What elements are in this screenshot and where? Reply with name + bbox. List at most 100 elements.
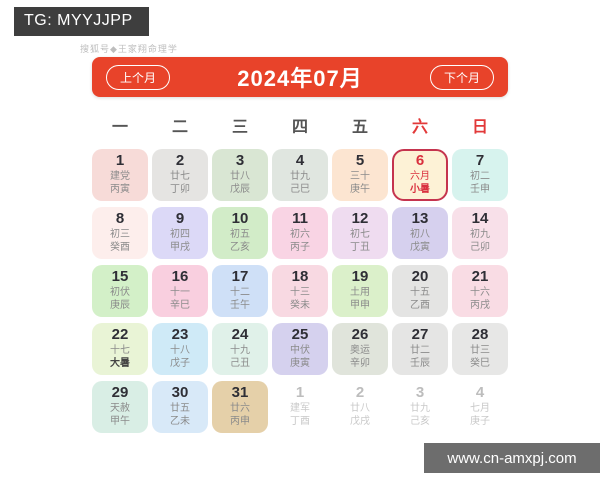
day-number: 15 bbox=[111, 268, 129, 285]
day-lunar-line2: 庚寅 bbox=[290, 358, 310, 369]
day-cell[interactable]: 17 十二 壬午 bbox=[212, 265, 268, 317]
day-cell[interactable]: 28 廿三 癸巳 bbox=[452, 323, 508, 375]
day-cell[interactable]: 30 廿五 乙未 bbox=[152, 381, 208, 433]
day-cell[interactable]: 4 廿九 己巳 bbox=[272, 149, 328, 201]
day-lunar-line2: 癸酉 bbox=[110, 242, 130, 253]
day-lunar-line1: 初二 bbox=[470, 171, 490, 182]
day-cell[interactable]: 19 土用 甲申 bbox=[332, 265, 388, 317]
day-number: 1 bbox=[295, 384, 305, 401]
day-lunar-line1: 七月 bbox=[470, 403, 490, 414]
day-cell[interactable]: 31 廿六 丙申 bbox=[212, 381, 268, 433]
day-lunar-line1: 十六 bbox=[470, 287, 490, 298]
day-lunar-line2: 小暑 bbox=[410, 184, 430, 195]
day-lunar-line2: 壬辰 bbox=[410, 358, 430, 369]
day-number: 16 bbox=[171, 268, 189, 285]
day-grid: 1 建党 丙寅 2 廿七 丁卯 3 廿八 戊辰 4 廿九 己巳 5 三十 庚午 6 六月 小暑 7 初二 壬申 8 初三 癸酉… bbox=[92, 149, 508, 433]
day-cell[interactable]: 2 廿八戊戌 bbox=[332, 381, 388, 433]
day-number: 28 bbox=[471, 326, 489, 343]
weekday-row: 一二三四五六日 bbox=[92, 113, 508, 137]
day-cell[interactable]: 1 建军 丁酉 bbox=[272, 381, 328, 433]
day-lunar-line1: 奥运 bbox=[350, 345, 370, 356]
day-lunar-line1: 十九 bbox=[230, 345, 250, 356]
day-cell[interactable]: 7 初二壬申 bbox=[452, 149, 508, 201]
day-lunar-line2: 乙亥 bbox=[230, 242, 250, 253]
day-cell[interactable]: 16 十一 辛巳 bbox=[152, 265, 208, 317]
day-lunar-line2: 乙酉 bbox=[410, 300, 430, 311]
day-number: 13 bbox=[411, 210, 429, 227]
day-lunar-line2: 戊子 bbox=[170, 358, 190, 369]
day-number: 6 bbox=[415, 152, 425, 169]
day-cell[interactable]: 22 十七 大暑 bbox=[92, 323, 148, 375]
day-number: 7 bbox=[475, 152, 485, 169]
day-cell[interactable]: 8 初三 癸酉 bbox=[92, 207, 148, 259]
day-cell[interactable]: 3 廿九 己亥 bbox=[392, 381, 448, 433]
day-cell[interactable]: 9 初四 甲戌 bbox=[152, 207, 208, 259]
day-lunar-line2: 戊寅 bbox=[410, 242, 430, 253]
day-lunar-line1: 初五 bbox=[230, 229, 250, 240]
day-cell[interactable]: 6 六月 小暑 bbox=[392, 149, 448, 201]
day-cell[interactable]: 24 十九 己丑 bbox=[212, 323, 268, 375]
day-lunar-line2: 辛卯 bbox=[350, 358, 370, 369]
day-cell[interactable]: 25 中伏庚寅 bbox=[272, 323, 328, 375]
day-number: 11 bbox=[292, 210, 308, 227]
day-lunar-line2: 丁卯 bbox=[170, 184, 190, 195]
day-number: 22 bbox=[111, 326, 129, 343]
day-cell[interactable]: 18 十三 癸未 bbox=[272, 265, 328, 317]
day-cell[interactable]: 23 十八 戊子 bbox=[152, 323, 208, 375]
day-lunar-line2: 庚辰 bbox=[110, 300, 130, 311]
day-cell[interactable]: 14 初九 己卯 bbox=[452, 207, 508, 259]
day-lunar-line1: 初九 bbox=[470, 229, 490, 240]
day-lunar-line1: 十三 bbox=[290, 287, 310, 298]
day-cell[interactable]: 12 初七 丁丑 bbox=[332, 207, 388, 259]
day-cell[interactable]: 4 七月 庚子 bbox=[452, 381, 508, 433]
day-lunar-line1: 初八 bbox=[410, 229, 430, 240]
day-number: 24 bbox=[231, 326, 249, 343]
weekday-label-5: 五 bbox=[351, 119, 368, 136]
day-lunar-line2: 癸未 bbox=[290, 300, 310, 311]
weekday-label-7: 日 bbox=[471, 119, 488, 136]
day-cell[interactable]: 20 十五 乙酉 bbox=[392, 265, 448, 317]
day-lunar-line1: 廿六 bbox=[230, 403, 250, 414]
day-cell[interactable]: 3 廿八 戊辰 bbox=[212, 149, 268, 201]
day-lunar-line2: 丙申 bbox=[230, 416, 250, 427]
day-lunar-line2: 丁丑 bbox=[350, 242, 370, 253]
day-lunar-line2: 戊戌 bbox=[350, 416, 370, 427]
day-cell[interactable]: 5 三十 庚午 bbox=[332, 149, 388, 201]
day-lunar-line2: 甲戌 bbox=[170, 242, 190, 253]
day-cell[interactable]: 29 天赦 甲午 bbox=[92, 381, 148, 433]
day-lunar-line1: 廿九 bbox=[410, 403, 430, 414]
day-lunar-line1: 初六 bbox=[290, 229, 310, 240]
month-title: 2024年07月 bbox=[237, 66, 363, 91]
day-lunar-line1: 廿九 bbox=[290, 171, 310, 182]
prev-month-button[interactable]: 上个月 bbox=[106, 65, 171, 90]
day-number: 23 bbox=[171, 326, 189, 343]
day-cell[interactable]: 13 初八戊寅 bbox=[392, 207, 448, 259]
day-lunar-line1: 初三 bbox=[110, 229, 130, 240]
day-lunar-line1: 中伏 bbox=[290, 345, 310, 356]
day-number: 1 bbox=[115, 152, 125, 169]
day-lunar-line1: 廿五 bbox=[170, 403, 190, 414]
day-lunar-line1: 廿七 bbox=[170, 171, 190, 182]
day-lunar-line2: 己亥 bbox=[410, 416, 430, 427]
day-cell[interactable]: 26 奥运 辛卯 bbox=[332, 323, 388, 375]
day-cell[interactable]: 10 初五 乙亥 bbox=[212, 207, 268, 259]
day-cell[interactable]: 21 十六 丙戌 bbox=[452, 265, 508, 317]
day-cell[interactable]: 1 建党 丙寅 bbox=[92, 149, 148, 201]
weekday-label-3: 三 bbox=[231, 119, 248, 136]
day-number: 2 bbox=[355, 384, 365, 401]
day-number: 25 bbox=[291, 326, 309, 343]
day-cell[interactable]: 11 初六 丙子 bbox=[272, 207, 328, 259]
day-lunar-line1: 廿八 bbox=[350, 403, 370, 414]
day-lunar-line1: 天赦 bbox=[110, 403, 130, 414]
tg-badge: TG: MYYJJPP bbox=[14, 7, 149, 36]
day-lunar-line2: 壬申 bbox=[470, 184, 490, 195]
day-cell[interactable]: 15 初伏 庚辰 bbox=[92, 265, 148, 317]
day-number: 2 bbox=[175, 152, 185, 169]
day-lunar-line2: 甲午 bbox=[110, 416, 130, 427]
day-lunar-line1: 廿八 bbox=[230, 171, 250, 182]
day-cell[interactable]: 27 廿二 壬辰 bbox=[392, 323, 448, 375]
day-lunar-line2: 乙未 bbox=[170, 416, 190, 427]
day-cell[interactable]: 2 廿七丁卯 bbox=[152, 149, 208, 201]
next-month-button[interactable]: 下个月 bbox=[429, 65, 494, 90]
bottom-watermark: www.cn-amxpj.com bbox=[424, 443, 600, 473]
